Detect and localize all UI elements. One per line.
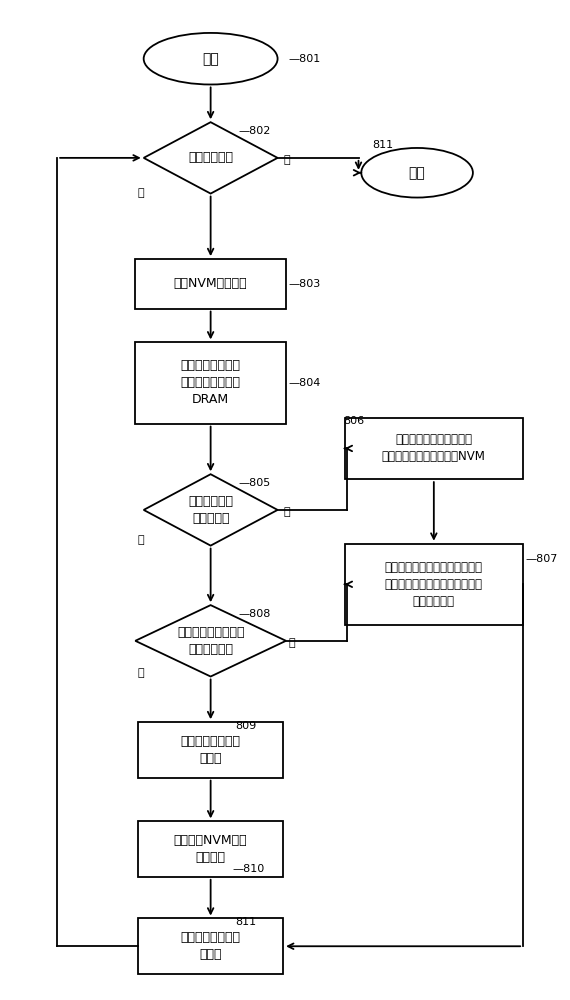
Text: 开始: 开始 xyxy=(202,52,219,66)
Text: 对应调整NVM页的
区间链表: 对应调整NVM页的 区间链表 xyxy=(174,834,247,864)
Text: —804: —804 xyxy=(289,378,321,388)
FancyBboxPatch shape xyxy=(138,722,283,778)
Text: 是否已存在磨
损度索引树: 是否已存在磨 损度索引树 xyxy=(188,495,233,525)
Text: —810: —810 xyxy=(233,864,265,874)
Ellipse shape xyxy=(144,33,278,84)
Text: 否: 否 xyxy=(289,638,295,648)
FancyBboxPatch shape xyxy=(344,418,523,479)
Polygon shape xyxy=(144,474,278,546)
Text: —805: —805 xyxy=(238,478,271,488)
Text: —808: —808 xyxy=(238,609,271,619)
Ellipse shape xyxy=(361,148,473,198)
Text: 是否有空闲页: 是否有空闲页 xyxy=(188,151,233,164)
Text: 执行节点分裂等维
护操作: 执行节点分裂等维 护操作 xyxy=(181,735,241,765)
FancyBboxPatch shape xyxy=(344,544,523,625)
FancyBboxPatch shape xyxy=(138,918,283,974)
Text: 809: 809 xyxy=(236,721,257,731)
Text: 继续处理下一个空
闲页面: 继续处理下一个空 闲页面 xyxy=(181,931,241,961)
Text: —807: —807 xyxy=(526,554,558,564)
Text: 扫描NVM空闲链表: 扫描NVM空闲链表 xyxy=(174,277,247,290)
Text: 811: 811 xyxy=(372,140,393,150)
Text: 是: 是 xyxy=(137,535,144,545)
Text: 结束: 结束 xyxy=(409,166,425,180)
Text: 是: 是 xyxy=(137,188,144,198)
Polygon shape xyxy=(144,122,278,194)
FancyBboxPatch shape xyxy=(138,821,283,877)
Polygon shape xyxy=(135,605,286,677)
Text: —803: —803 xyxy=(289,279,321,289)
Text: —802: —802 xyxy=(238,126,271,136)
Text: 读入该页的磨损计
数值和地址信息到
DRAM: 读入该页的磨损计 数值和地址信息到 DRAM xyxy=(181,359,241,406)
Text: 根据页面的磨损计数值查找该键
值在磨损度索引树节点的正确位
置并插入数据: 根据页面的磨损计数值查找该键 值在磨损度索引树节点的正确位 置并插入数据 xyxy=(385,561,483,608)
Text: 806: 806 xyxy=(344,416,365,426)
Text: —801: —801 xyxy=(289,54,321,64)
Text: 是: 是 xyxy=(137,668,144,678)
Text: 811: 811 xyxy=(236,917,257,927)
FancyBboxPatch shape xyxy=(135,259,286,309)
Text: 判断插入操作是否需
要调整树节点: 判断插入操作是否需 要调整树节点 xyxy=(177,626,245,656)
Text: 创建磨损度索引树根节点
并将该节点的指针保存到NVM: 创建磨损度索引树根节点 并将该节点的指针保存到NVM xyxy=(382,433,486,463)
Text: 否: 否 xyxy=(283,507,290,517)
FancyBboxPatch shape xyxy=(135,342,286,424)
Text: 否: 否 xyxy=(283,155,290,165)
